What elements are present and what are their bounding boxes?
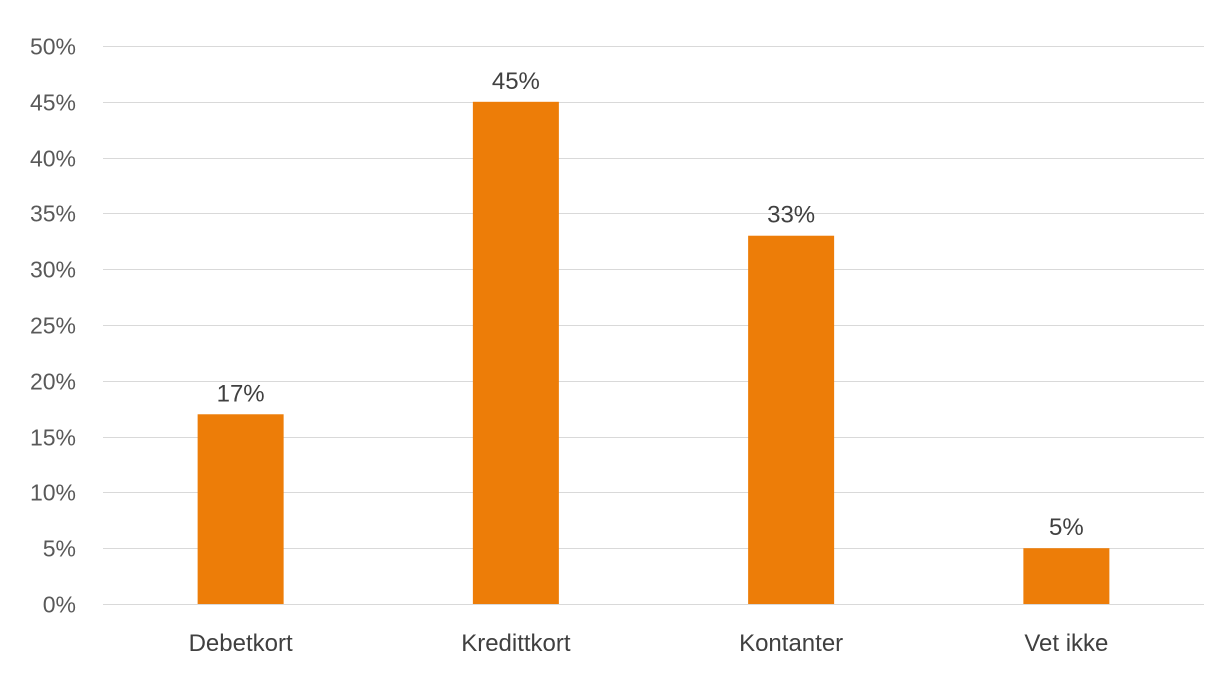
y-tick-label: 50% — [30, 34, 76, 60]
y-tick-label: 20% — [30, 369, 76, 395]
bar — [197, 414, 284, 604]
y-tick-label: 40% — [30, 146, 76, 172]
y-tick-label: 5% — [43, 536, 76, 562]
category-label: Kontanter — [739, 630, 843, 657]
y-tick-label: 45% — [30, 90, 76, 116]
y-tick-label: 15% — [30, 425, 76, 451]
category-label: Debetkort — [189, 630, 293, 657]
category-label: Kredittkort — [461, 630, 571, 657]
data-labels: 17% 45% 33% 5% — [217, 68, 1084, 541]
y-tick-label: 25% — [30, 313, 76, 339]
data-label: 5% — [1049, 514, 1084, 541]
gridlines — [103, 46, 1204, 605]
bar — [748, 235, 835, 604]
data-label: 17% — [217, 380, 265, 407]
bar — [472, 101, 559, 605]
data-label: 33% — [767, 202, 815, 229]
data-label: 45% — [492, 68, 540, 95]
y-tick-label: 30% — [30, 257, 76, 283]
y-axis-tick-labels: 0% 5% 10% 15% 20% 25% 30% 35% 40% 45% 50% — [30, 34, 76, 618]
category-label: Vet ikke — [1024, 630, 1108, 657]
y-tick-label: 0% — [43, 592, 76, 618]
y-tick-label: 35% — [30, 201, 76, 227]
bar — [1023, 548, 1110, 604]
x-axis-category-labels: Debetkort Kredittkort Kontanter Vet ikke — [189, 630, 1109, 657]
y-tick-label: 10% — [30, 480, 76, 506]
bars — [197, 101, 1110, 605]
